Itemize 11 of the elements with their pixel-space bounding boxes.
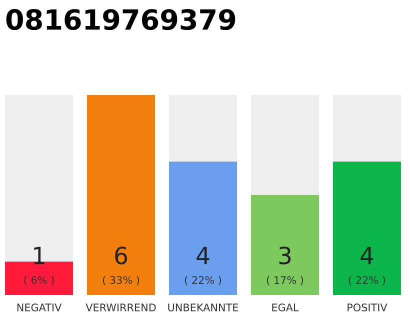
x-tick-label: UNBEKANNTE: [168, 304, 238, 312]
x-tick-label: POSITIV: [348, 304, 388, 312]
data-label: 1 ( 6% ): [24, 246, 54, 286]
data-label: 3 ( 17% ): [266, 246, 304, 286]
data-label: 4 ( 22% ): [184, 246, 222, 286]
data-label: 4 ( 22% ): [348, 246, 386, 286]
x-tick-label: EGAL: [272, 304, 299, 312]
data-label: 6 ( 33% ): [102, 246, 140, 286]
chart-title: 081619769379: [6, 9, 236, 30]
x-tick-label: VERWIRREND: [86, 304, 156, 312]
x-tick-label: NEGATIV: [17, 304, 62, 312]
